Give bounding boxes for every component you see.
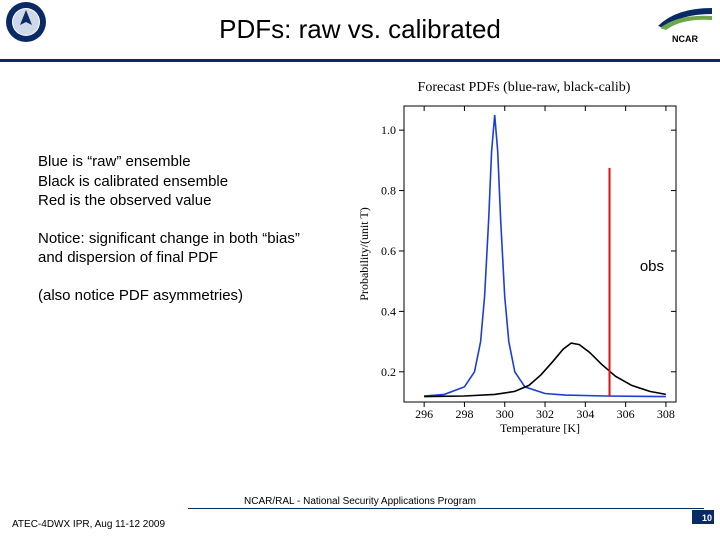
ncar-label: NCAR (656, 34, 714, 44)
svg-text:306: 306 (617, 407, 635, 421)
header: PDFs: raw vs. calibrated NCAR (0, 0, 720, 62)
chart-title: Forecast PDFs (blue-raw, black-calib) (354, 80, 694, 96)
svg-text:308: 308 (657, 407, 675, 421)
slide-root: PDFs: raw vs. calibrated NCAR Blue is “r… (0, 0, 720, 540)
desc-p1: Blue is “raw” ensemble Black is calibrat… (38, 152, 328, 211)
svg-text:296: 296 (415, 407, 433, 421)
description-text: Blue is “raw” ensemble Black is calibrat… (38, 152, 328, 323)
footer-center: NCAR/RAL - National Security Application… (0, 496, 720, 507)
page-title: PDFs: raw vs. calibrated (0, 14, 720, 45)
svg-text:300: 300 (496, 407, 514, 421)
page-number: 10 (702, 513, 712, 523)
desc-p3: (also notice PDF asymmetries) (38, 286, 328, 306)
right-logo: NCAR (656, 6, 714, 44)
footer-left: ATEC-4DWX IPR, Aug 11-12 2009 (12, 519, 165, 530)
footer: NCAR/RAL - National Security Application… (0, 490, 720, 540)
body: Blue is “raw” ensemble Black is calibrat… (0, 62, 720, 490)
svg-text:Probability/(unit T): Probability/(unit T) (357, 207, 371, 300)
svg-text:304: 304 (576, 407, 594, 421)
footer-rule (188, 508, 704, 509)
svg-text:Temperature [K]: Temperature [K] (500, 421, 580, 435)
desc-p2: Notice: significant change in both “bias… (38, 229, 328, 268)
svg-text:0.2: 0.2 (381, 365, 396, 379)
svg-text:1.0: 1.0 (381, 123, 396, 137)
obs-annotation: obs (640, 258, 664, 275)
svg-text:298: 298 (455, 407, 473, 421)
svg-text:302: 302 (536, 407, 554, 421)
svg-text:0.8: 0.8 (381, 184, 396, 198)
ncar-swoosh-icon (656, 6, 714, 30)
svg-text:0.4: 0.4 (381, 304, 396, 318)
svg-text:0.6: 0.6 (381, 244, 396, 258)
